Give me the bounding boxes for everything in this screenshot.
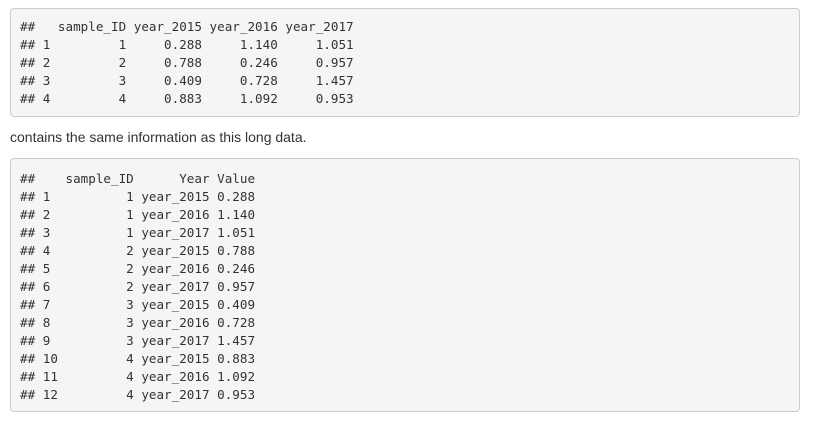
wide-row-2: ## 2 2 0.788 0.246 0.957 bbox=[20, 55, 354, 70]
long-row-4: ## 4 2 year_2015 0.788 bbox=[20, 243, 256, 258]
long-data-output-block: ## sample_ID Year Value ## 1 1 year_2015… bbox=[10, 158, 800, 412]
wide-row-3: ## 3 3 0.409 0.728 1.457 bbox=[20, 73, 354, 88]
long-row-1: ## 1 1 year_2015 0.288 bbox=[20, 189, 256, 204]
long-row-5: ## 5 2 year_2016 0.246 bbox=[20, 261, 256, 276]
long-row-6: ## 6 2 year_2017 0.957 bbox=[20, 279, 256, 294]
long-row-10: ## 10 4 year_2015 0.883 bbox=[20, 351, 256, 366]
long-row-12: ## 12 4 year_2017 0.953 bbox=[20, 387, 256, 402]
long-row-7: ## 7 3 year_2015 0.409 bbox=[20, 297, 256, 312]
long-row-11: ## 11 4 year_2016 1.092 bbox=[20, 369, 256, 384]
long-header-line: ## sample_ID Year Value bbox=[20, 171, 256, 186]
wide-row-1: ## 1 1 0.288 1.140 1.051 bbox=[20, 37, 354, 52]
long-row-8: ## 8 3 year_2016 0.728 bbox=[20, 315, 256, 330]
wide-data-output-block: ## sample_ID year_2015 year_2016 year_20… bbox=[10, 8, 800, 117]
wide-header-line: ## sample_ID year_2015 year_2016 year_20… bbox=[20, 19, 354, 34]
long-row-9: ## 9 3 year_2017 1.457 bbox=[20, 333, 256, 348]
long-row-2: ## 2 1 year_2016 1.140 bbox=[20, 207, 256, 222]
explanatory-text: contains the same information as this lo… bbox=[10, 129, 307, 145]
long-row-3: ## 3 1 year_2017 1.051 bbox=[20, 225, 256, 240]
wide-row-4: ## 4 4 0.883 1.092 0.953 bbox=[20, 91, 354, 106]
long-data-output: ## sample_ID Year Value ## 1 1 year_2015… bbox=[20, 170, 799, 404]
wide-data-output: ## sample_ID year_2015 year_2016 year_20… bbox=[20, 18, 799, 108]
